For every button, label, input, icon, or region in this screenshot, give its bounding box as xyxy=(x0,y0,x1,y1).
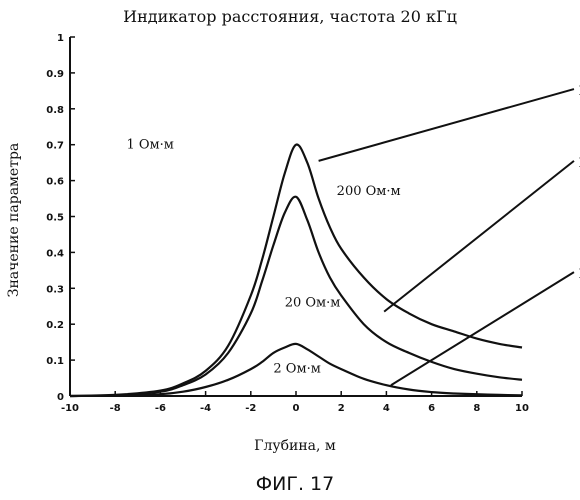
annotation-label: 2 Ом·м xyxy=(273,362,320,377)
x-tick-label: -8 xyxy=(110,403,121,414)
y-axis-label: Значение параметра xyxy=(6,143,22,298)
x-axis-label: Глубина, м xyxy=(254,438,336,454)
series-group xyxy=(70,145,522,396)
y-tick-label: 0.9 xyxy=(46,69,64,80)
y-tick-label: 0.7 xyxy=(46,141,64,152)
x-tick-label: 0 xyxy=(293,403,300,414)
x-tick-label: -10 xyxy=(61,403,79,414)
x-tick-label: 4 xyxy=(383,403,390,414)
annotation-label: 1 Ом·м xyxy=(127,137,174,152)
chart-title: Индикатор расстояния, частота 20 кГц xyxy=(123,7,457,26)
annotation-label: 200 Ом·м xyxy=(337,184,401,199)
y-tick-label: 0.6 xyxy=(46,177,64,188)
callout-line-1602 xyxy=(319,89,574,161)
y-tick-label: 0.8 xyxy=(46,105,64,116)
plot-area xyxy=(70,37,522,396)
figure-caption: ФИГ. 17 xyxy=(256,473,334,495)
y-tick-label: 0.2 xyxy=(46,320,64,331)
x-tick-label: 10 xyxy=(515,403,529,414)
series-line-0 xyxy=(70,145,522,396)
y-tick-label: 0.4 xyxy=(46,248,64,259)
annotation-label: 20 Ом·м xyxy=(285,295,341,310)
y-tick-label: 0.3 xyxy=(46,284,64,295)
callout-line-1606 xyxy=(391,272,574,385)
y-tick-label: 0.1 xyxy=(46,356,64,367)
x-tick-label: -2 xyxy=(245,403,256,414)
x-tick-label: -6 xyxy=(155,403,166,414)
x-tick-label: -4 xyxy=(200,403,211,414)
x-tick-label: 2 xyxy=(338,403,345,414)
y-tick-label: 0.5 xyxy=(46,213,64,224)
x-tick-label: 8 xyxy=(473,403,480,414)
y-tick-label: 0 xyxy=(57,392,64,403)
y-tick-label: 1 xyxy=(57,33,64,44)
callouts: 160216041606 xyxy=(319,80,580,385)
x-tick-label: 6 xyxy=(428,403,435,414)
